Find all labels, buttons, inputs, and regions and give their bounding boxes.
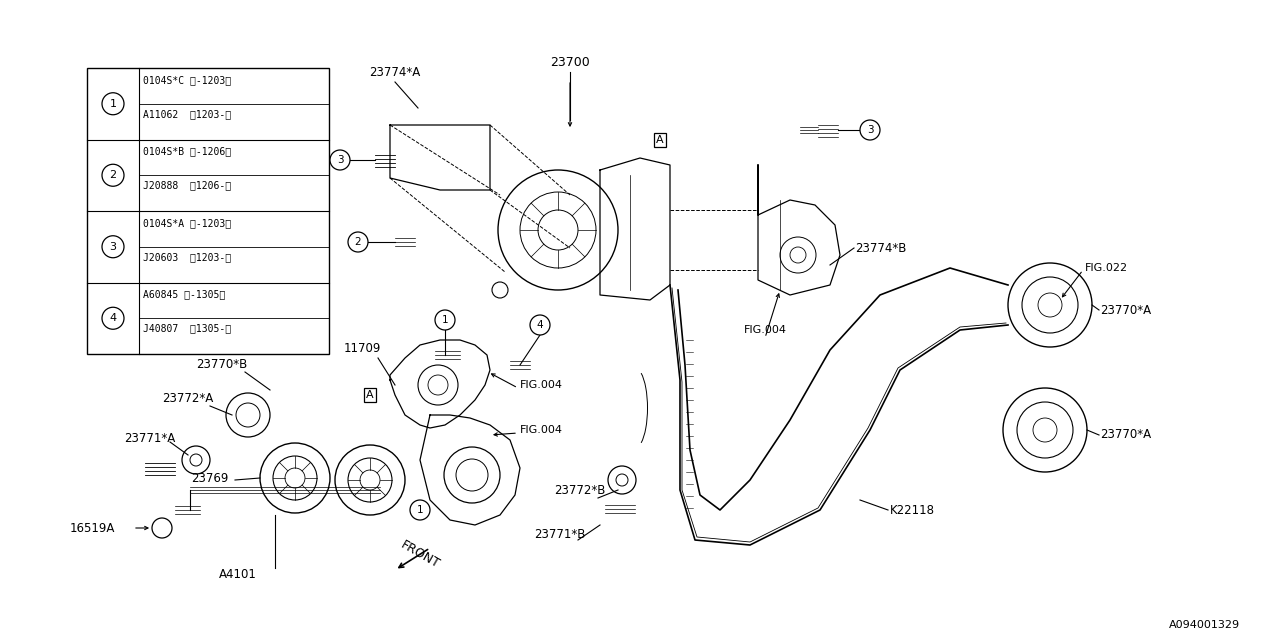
- Text: 23770*A: 23770*A: [1100, 303, 1151, 317]
- Circle shape: [860, 120, 881, 140]
- Text: K22118: K22118: [890, 504, 934, 516]
- Circle shape: [102, 236, 124, 258]
- Circle shape: [102, 164, 124, 186]
- Text: FIG.022: FIG.022: [1085, 263, 1128, 273]
- Text: 23770*A: 23770*A: [1100, 429, 1151, 442]
- Text: J20603  （1203-）: J20603 （1203-）: [143, 252, 232, 262]
- Circle shape: [348, 232, 369, 252]
- Text: J40807  （1305-）: J40807 （1305-）: [143, 323, 232, 333]
- Text: 23769: 23769: [191, 472, 229, 484]
- Circle shape: [435, 310, 454, 330]
- Text: 0104S*A （-1203）: 0104S*A （-1203）: [143, 218, 232, 228]
- Circle shape: [330, 150, 349, 170]
- Text: 16519A: 16519A: [70, 522, 115, 534]
- Text: 0104S*B （-1206）: 0104S*B （-1206）: [143, 147, 232, 157]
- Text: A: A: [657, 135, 664, 145]
- Text: 3: 3: [337, 155, 343, 165]
- Text: 23774*A: 23774*A: [370, 65, 421, 79]
- Text: 11709: 11709: [343, 342, 380, 355]
- Text: 23770*B: 23770*B: [196, 358, 247, 371]
- Text: FIG.004: FIG.004: [520, 380, 563, 390]
- Text: A: A: [366, 390, 374, 400]
- Text: FIG.004: FIG.004: [744, 325, 786, 335]
- Text: 23772*A: 23772*A: [163, 392, 214, 404]
- Text: 23772*B: 23772*B: [554, 483, 605, 497]
- Text: 23700: 23700: [550, 56, 590, 68]
- Text: 2: 2: [355, 237, 361, 247]
- Text: 0104S*C （-1203）: 0104S*C （-1203）: [143, 75, 232, 85]
- Text: A11062  （1203-）: A11062 （1203-）: [143, 109, 232, 119]
- Text: A4101: A4101: [219, 568, 257, 582]
- Text: 1: 1: [110, 99, 116, 109]
- Text: A60845 （-1305）: A60845 （-1305）: [143, 289, 225, 300]
- Text: 3: 3: [867, 125, 873, 135]
- Bar: [87, 68, 329, 354]
- Text: FIG.004: FIG.004: [520, 425, 563, 435]
- Circle shape: [102, 93, 124, 115]
- Text: A094001329: A094001329: [1169, 620, 1240, 630]
- Circle shape: [530, 315, 550, 335]
- Text: 1: 1: [442, 315, 448, 325]
- Text: J20888  （1206-）: J20888 （1206-）: [143, 180, 232, 190]
- Text: 23771*B: 23771*B: [534, 529, 586, 541]
- Circle shape: [102, 307, 124, 329]
- Text: 23774*B: 23774*B: [855, 241, 906, 255]
- Text: 3: 3: [110, 242, 116, 252]
- Text: 1: 1: [417, 505, 424, 515]
- Text: FRONT: FRONT: [398, 539, 442, 572]
- Text: 2: 2: [109, 170, 116, 180]
- Circle shape: [410, 500, 430, 520]
- Text: 4: 4: [109, 313, 116, 323]
- Text: 4: 4: [536, 320, 543, 330]
- Text: 23771*A: 23771*A: [124, 431, 175, 445]
